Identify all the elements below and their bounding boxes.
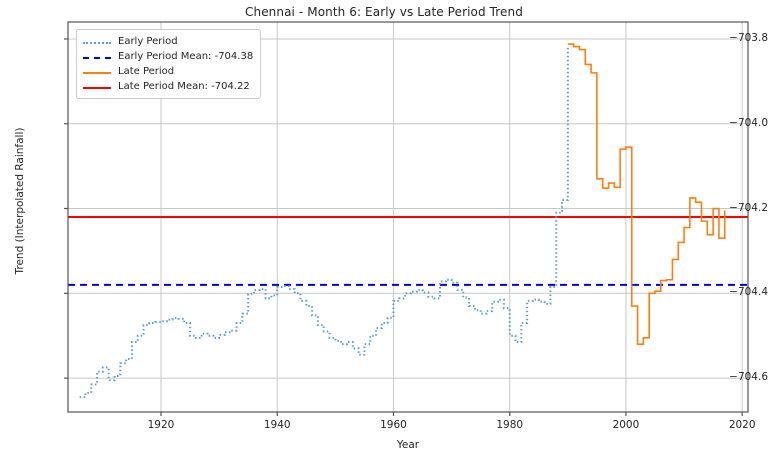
- chart-legend: Early Period Early Period Mean: -704.38 La…: [76, 29, 262, 99]
- legend-item: Late Period: [83, 64, 253, 79]
- x-axis-label: Year: [396, 439, 420, 451]
- legend-swatch-icon: [83, 81, 111, 93]
- data-series-line: [79, 47, 569, 399]
- legend-swatch-icon: [83, 36, 111, 48]
- data-series-line: [567, 43, 726, 345]
- legend-item: Early Period Mean: -704.38: [83, 49, 253, 64]
- axes-spine: [67, 21, 749, 413]
- chart-title: Chennai - Month 6: Early vs Late Period …: [245, 5, 523, 19]
- legend-swatch-icon: [83, 51, 111, 63]
- legend-label: Early Period: [118, 35, 178, 47]
- legend-label: Early Period Mean: -704.38: [118, 50, 254, 62]
- legend-item: Late Period Mean: -704.22: [83, 79, 253, 94]
- legend-label: Late Period Mean: -704.22: [118, 80, 250, 92]
- legend-item: Early Period: [83, 34, 253, 49]
- legend-swatch-icon: [83, 66, 111, 78]
- legend-label: Late Period: [118, 65, 175, 77]
